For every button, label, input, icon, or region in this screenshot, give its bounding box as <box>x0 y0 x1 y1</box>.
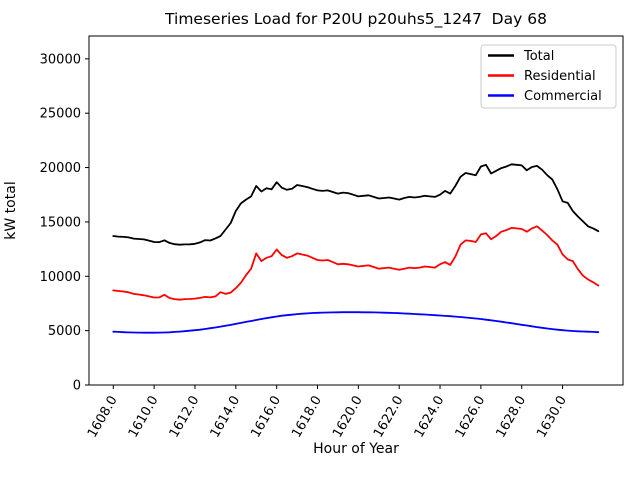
y-tick-label: 25000 <box>40 107 81 122</box>
x-tick-label: 1620.0 <box>330 394 366 441</box>
legend-commercial-label: Commercial <box>524 89 602 104</box>
legend-residential-label: Residential <box>524 69 596 84</box>
y-tick-label: 10000 <box>40 270 81 285</box>
chart-title: Timeseries Load for P20U p20uhs5_1247 Da… <box>164 10 547 29</box>
x-tick-label: 1624.0 <box>412 394 448 441</box>
y-tick-label: 15000 <box>40 215 81 230</box>
y-tick-label: 5000 <box>48 324 81 339</box>
residential-line <box>112 225 600 301</box>
x-tick-label: 1610.0 <box>126 394 162 441</box>
x-tick-label: 1628.0 <box>493 394 529 441</box>
x-tick-label: 1612.0 <box>167 394 203 441</box>
legend-total-label: Total <box>523 49 554 64</box>
y-tick-label: 0 <box>73 379 81 394</box>
x-tick-label: 1618.0 <box>289 394 325 441</box>
x-tick-label: 1608.0 <box>85 394 121 441</box>
y-tick-label: 20000 <box>40 161 81 176</box>
y-tick-label: 30000 <box>40 52 81 67</box>
x-tick-label: 1622.0 <box>371 394 407 441</box>
x-tick-label: 1614.0 <box>208 394 244 441</box>
x-tick-label: 1616.0 <box>248 394 284 441</box>
commercial-line <box>112 311 600 334</box>
x-axis-label: Hour of Year <box>313 441 399 457</box>
x-tick-label: 1626.0 <box>453 394 489 441</box>
total-line <box>112 163 600 246</box>
x-tick-label: 1630.0 <box>534 394 570 441</box>
legend-box <box>480 44 617 109</box>
y-axis-label: kW total <box>3 181 19 239</box>
